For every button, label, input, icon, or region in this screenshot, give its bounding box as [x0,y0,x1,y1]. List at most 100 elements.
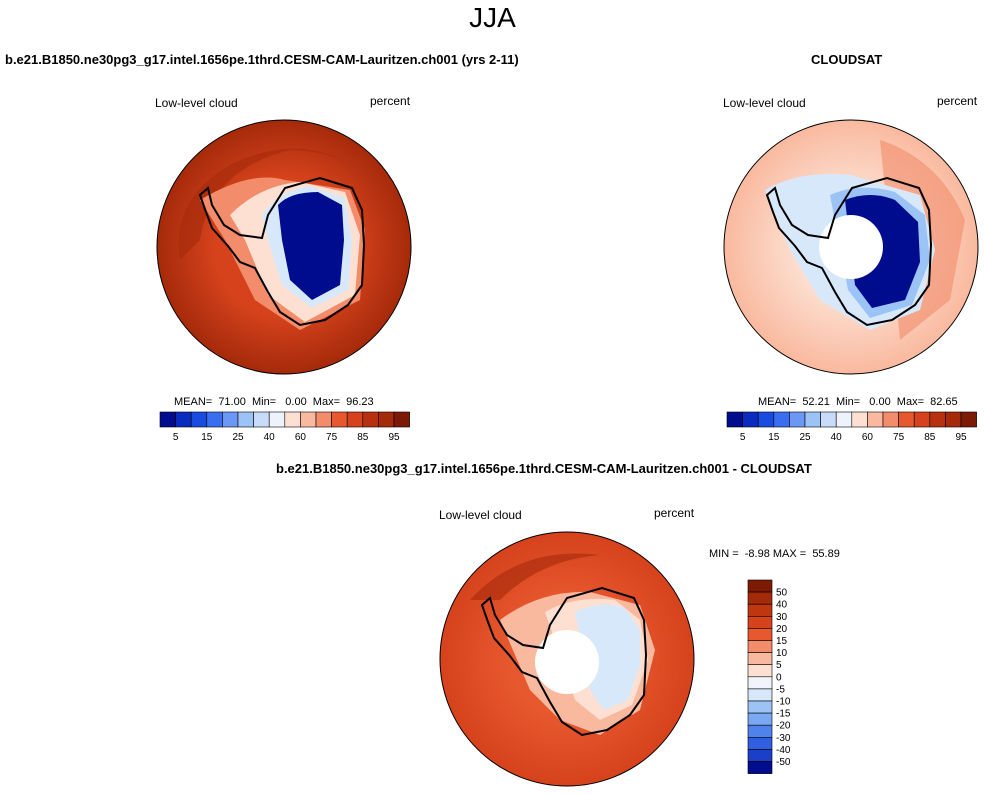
colorbar-cell [747,591,773,605]
colorbar-label: 75 [326,432,338,443]
stats-model: MEAN= 71.00 Min= 0.00 Max= 96.23 [174,396,374,408]
colorbar-label: 10 [776,648,788,659]
variable-label-diff: Low-level cloud [439,508,522,522]
colorbar-label: 15 [776,636,788,647]
colorbar-cell [747,652,773,665]
colorbar-label: -50 [776,757,791,768]
colorbar-cell [726,411,743,428]
colorbar-label: -20 [776,721,791,732]
colorbar-cell [742,411,759,428]
variable-label-obs: Low-level cloud [723,96,806,110]
colorbar-model: 5 15 25 40 60 75 85 95 [159,411,410,443]
colorbar-cell [747,603,773,617]
units-label-obs: percent [937,94,978,108]
colorbar-cell [284,411,301,428]
colorbar-cell [913,411,931,428]
stats-diff: MIN = -8.98 MAX = 55.89 [709,548,840,560]
colorbar-label: 85 [357,432,369,443]
map-model [156,119,412,375]
colorbar-cell [882,411,899,428]
colorbar-cell [898,411,915,428]
colorbar-cell [747,736,773,750]
colorbar-cell [159,411,176,428]
colorbar-label: 5 [740,432,746,443]
colorbar-cell [804,411,821,428]
colorbar-label: 0 [776,672,782,683]
colorbar-cell [237,411,254,428]
coastline-diff [480,586,648,737]
ice-sheet-diff [575,604,640,710]
page-title: JJA [469,2,516,33]
colorbar-cell [747,761,773,774]
colorbar-label: 60 [862,432,874,443]
colorbar-cell [945,411,962,428]
colorbar-cell [747,615,773,629]
colorbar-cell [206,411,223,428]
colorbar-cell [757,411,775,428]
colorbar-cell [747,688,773,702]
colorbar-cell [747,749,773,762]
colorbar-cell [362,411,379,428]
colorbar-label: 40 [831,432,843,443]
colorbar-label: 95 [955,432,967,443]
colorbar-cell [747,700,773,714]
colorbar-cell [253,411,270,428]
colorbar-cell [747,712,773,726]
coastline-obs [765,176,933,327]
colorbar-cell [331,411,348,428]
colorbar-label: 25 [799,432,811,443]
colorbar-label: -5 [776,684,785,695]
colorbar-label: 60 [295,432,307,443]
variable-label-model: Low-level cloud [155,96,238,110]
missing-data-hole-diff [535,630,599,694]
units-label-diff: percent [654,506,695,520]
panel-title-model: b.e21.B1850.ne30pg3_g17.intel.1656pe.1th… [5,52,519,67]
map-diff [439,531,695,787]
colorbar-cell [346,411,364,428]
colorbar-cell [960,411,977,428]
colorbar-label: 95 [388,432,400,443]
colorbar-cell [851,411,868,428]
colorbar-label: 85 [924,432,936,443]
colorbar-label: 5 [776,660,782,671]
colorbar-cell [929,411,946,428]
colorbar-label: 25 [232,432,244,443]
colorbar-label: -30 [776,733,791,744]
colorbar-cell [175,411,192,428]
colorbar-cell [789,411,806,428]
colorbar-cell [222,411,239,428]
colorbar-cell [315,411,332,428]
colorbar-label: -15 [776,709,791,720]
colorbar-cell [393,411,410,428]
colorbar-label: 30 [776,612,788,623]
stats-obs: MEAN= 52.21 Min= 0.00 Max= 82.65 [758,396,958,408]
colorbar-cell [300,411,317,428]
colorbar-label: 15 [768,432,780,443]
colorbar-cell [867,411,884,428]
colorbar-cell [747,640,773,653]
colorbar-cell [378,411,395,428]
colorbar-cell [773,411,790,428]
colorbar-cell [747,676,773,690]
colorbar-label: 5 [173,432,179,443]
colorbar-cell [835,411,853,428]
colorbar-label: -40 [776,745,791,756]
colorbar-label: 50 [776,588,788,599]
coastline-model [198,176,366,327]
panel-title-diff: b.e21.B1850.ne30pg3_g17.intel.1656pe.1th… [276,461,812,476]
colorbar-cell [747,579,773,593]
units-label-model: percent [370,94,411,108]
colorbar-label: 40 [776,600,788,611]
colorbar-label: 40 [264,432,276,443]
missing-data-hole-obs [819,215,883,279]
colorbar-cell [747,628,773,641]
colorbar-cell [747,724,773,738]
colorbar-obs: 5 15 25 40 60 75 85 95 [726,411,977,443]
colorbar-cell [820,411,837,428]
colorbar-label: 15 [201,432,213,443]
panel-title-obs: CLOUDSAT [811,52,883,67]
colorbar-cell [190,411,208,428]
map-obs [723,119,979,375]
